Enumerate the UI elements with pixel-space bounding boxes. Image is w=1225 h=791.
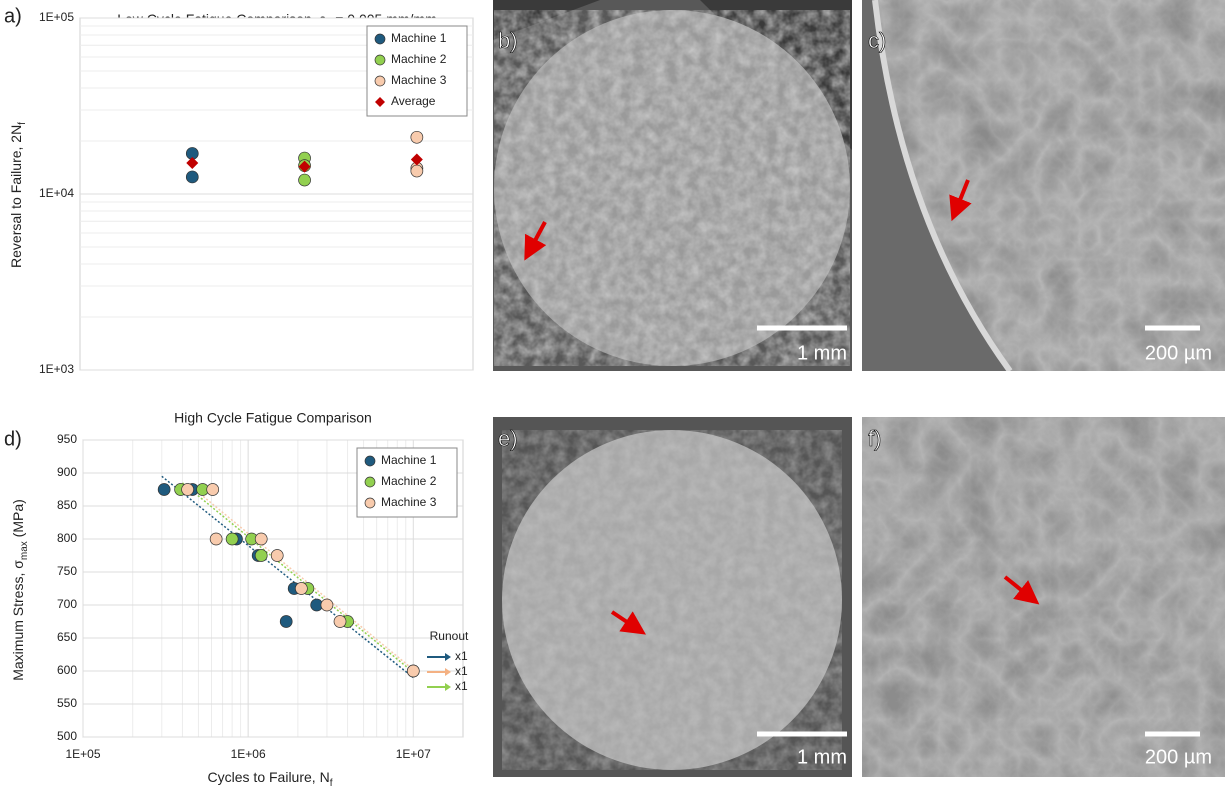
- panel-label: d): [4, 428, 22, 450]
- y-tick-label: 1E+03: [39, 362, 74, 376]
- panel-label: c): [868, 28, 886, 53]
- y-axis-label: Maximum Stress, σmax (MPa): [10, 499, 30, 681]
- marker: [255, 533, 267, 545]
- label: Maximum Stress, σ: [10, 560, 26, 681]
- y-tick-label: 850: [57, 498, 77, 512]
- marker: [210, 533, 222, 545]
- legend-label: Machine 1: [391, 31, 447, 45]
- y-tick-label: 550: [57, 696, 77, 710]
- label-sub: f: [330, 778, 333, 789]
- marker: [321, 599, 333, 611]
- y-tick-label: 1E+04: [39, 186, 74, 200]
- legend-label: Machine 2: [391, 52, 447, 66]
- panel-label: b): [498, 28, 518, 53]
- marker: [158, 484, 170, 496]
- image-e: [493, 417, 852, 777]
- annotation-title: Runout: [430, 629, 469, 643]
- runout-label: x1: [455, 664, 468, 678]
- y-tick-label: 750: [57, 564, 77, 578]
- marker: [407, 665, 419, 677]
- panel-label: a): [4, 5, 22, 27]
- marker: [207, 484, 219, 496]
- y-axis-label: Reversal to Failure, 2Nf: [8, 122, 28, 268]
- y-tick-label: 800: [57, 531, 77, 545]
- y-tick-label: 700: [57, 597, 77, 611]
- figure: b) 1 mm c) 200 µm e) 1 mm f) 200 µm a) L…: [0, 0, 1225, 791]
- marker: [271, 550, 283, 562]
- label-sub: f: [17, 122, 28, 125]
- label: Cycles to Failure, N: [208, 769, 330, 785]
- x-tick-label: 1E+06: [231, 747, 266, 761]
- marker: [182, 484, 194, 496]
- image-b: [493, 0, 852, 371]
- marker: [280, 616, 292, 628]
- legend-marker: [365, 498, 375, 508]
- label-sub: max: [19, 541, 30, 560]
- y-tick-label: 950: [57, 432, 77, 446]
- scale-label: 1 mm: [797, 746, 847, 768]
- legend-label: Machine 1: [381, 453, 437, 467]
- y-tick-label: 500: [57, 729, 77, 743]
- marker: [411, 131, 423, 143]
- marker: [226, 533, 238, 545]
- x-tick-label: 1E+07: [396, 747, 431, 761]
- panel-label: e): [498, 426, 518, 451]
- legend-marker: [375, 34, 385, 44]
- marker: [255, 550, 267, 562]
- y-tick-label: 600: [57, 663, 77, 677]
- marker: [411, 165, 423, 177]
- marker: [186, 171, 198, 183]
- legend-marker: [375, 55, 385, 65]
- y-tick-label: 1E+05: [39, 10, 74, 24]
- runout-label: x1: [455, 649, 468, 663]
- marker: [334, 616, 346, 628]
- y-tick-label: 650: [57, 630, 77, 644]
- legend-marker: [365, 477, 375, 487]
- image-f: [862, 417, 1225, 777]
- label: Reversal to Failure, 2N: [8, 125, 24, 268]
- legend-label: Machine 2: [381, 474, 437, 488]
- legend-label: Machine 3: [391, 73, 447, 87]
- runout-label: x1: [455, 679, 468, 693]
- scale-label: 200 µm: [1145, 746, 1212, 768]
- marker: [295, 583, 307, 595]
- legend-label: Machine 3: [381, 495, 437, 509]
- marker: [299, 174, 311, 186]
- image-c: [862, 0, 1225, 371]
- chart-title: High Cycle Fatigue Comparison: [174, 410, 372, 426]
- x-tick-label: 1E+05: [65, 747, 100, 761]
- scale-label: 1 mm: [797, 342, 847, 364]
- scale-label: 200 µm: [1145, 342, 1212, 364]
- legend-marker: [365, 456, 375, 466]
- legend-marker: [375, 76, 385, 86]
- legend-label: Average: [391, 94, 436, 108]
- label-suffix: (MPa): [10, 499, 26, 541]
- panel-label: f): [868, 426, 881, 451]
- y-tick-label: 900: [57, 465, 77, 479]
- x-axis-label: Cycles to Failure, Nf: [208, 769, 333, 789]
